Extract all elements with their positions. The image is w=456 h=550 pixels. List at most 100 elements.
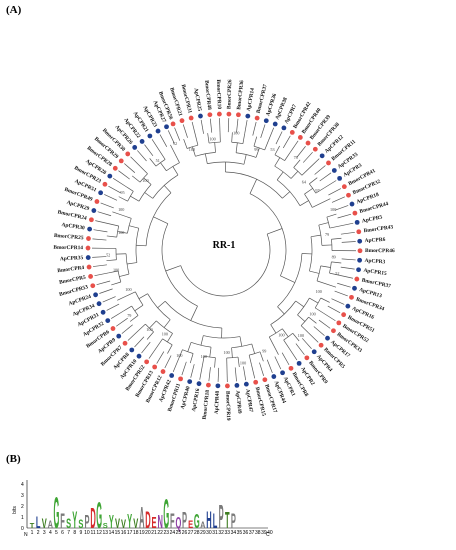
bmor-marker (112, 165, 118, 171)
logo-letter: E (188, 519, 193, 531)
position-tick: 22 (157, 530, 163, 536)
internal-branch (167, 344, 173, 354)
terminal-branch (151, 139, 160, 152)
leaf-label: ApCPR35 (60, 255, 84, 262)
terminal-branch (313, 326, 325, 336)
y-tick-label: 4 (21, 482, 24, 488)
bmor-marker (326, 160, 331, 166)
leaf-label: ApCPR48 (214, 390, 221, 414)
terminal-branch (243, 366, 247, 381)
bmor-marker (336, 320, 342, 326)
internal-branch (137, 323, 146, 332)
terminal-branch (341, 241, 356, 243)
position-tick: 32 (218, 530, 224, 536)
leaf-label: BmorCPR48 (203, 80, 212, 110)
ap-marker (357, 257, 363, 263)
bootstrap-label: 100 (240, 360, 246, 365)
internal-branch (310, 234, 321, 238)
internal-branch (134, 304, 144, 312)
internal-branch (167, 333, 173, 343)
bootstrap-label: 100 (209, 137, 215, 142)
bootstrap-label: 52 (106, 252, 110, 257)
logo-letter: S (78, 518, 83, 531)
bootstrap-label: 100 (162, 332, 168, 337)
bmor-marker (89, 217, 94, 223)
internal-branch (149, 158, 157, 167)
terminal-branch (96, 280, 111, 286)
bmor-marker (122, 340, 128, 346)
terminal-branch (318, 319, 331, 329)
internal-branch (235, 142, 238, 153)
terminal-branch (308, 158, 320, 169)
terminal-branch (302, 151, 313, 163)
logo-letter: Q (176, 514, 182, 532)
internal-branch (183, 138, 188, 149)
leaf-label: ApCPR3 (364, 258, 385, 266)
internal-branch (108, 223, 119, 227)
position-tick: 13 (102, 530, 108, 536)
internal-branch (299, 200, 309, 206)
internal-branch (108, 270, 119, 274)
terminal-branch (337, 213, 352, 219)
position-tick: 4 (49, 530, 52, 536)
logo-letter: L (213, 509, 218, 533)
bootstrap-label: 51 (156, 158, 160, 163)
logo-letter: S (66, 517, 71, 532)
position-tick: 19 (139, 530, 145, 536)
bmor-marker (341, 184, 347, 190)
internal-branch (144, 192, 153, 199)
internal-branch (172, 166, 179, 176)
terminal-branch (266, 359, 273, 373)
internal-branch (253, 136, 258, 147)
leaf-label: BmorCPR46 (365, 248, 395, 254)
bootstrap-label: 100 (201, 354, 207, 359)
internal-branch (231, 132, 233, 143)
internal-branch (119, 273, 130, 277)
logo-letter: A (139, 501, 144, 535)
logo-letter: T (225, 508, 230, 534)
position-tick: 17 (127, 530, 133, 536)
leaf-label: ApCPR49 (234, 390, 242, 414)
bootstrap-label: 100 (189, 147, 195, 152)
internal-branch (124, 185, 134, 192)
internal-branch (316, 280, 337, 288)
leaf-label: ApCPR29 (66, 200, 90, 213)
internal-branch (205, 153, 208, 164)
bootstrap-label: 100 (309, 311, 315, 316)
logo-letter: Y (72, 506, 77, 533)
internal-branch (268, 336, 279, 355)
internal-branch (320, 265, 331, 268)
internal-branch (280, 275, 296, 283)
internal-branch (320, 297, 330, 303)
terminal-branch (260, 124, 266, 138)
ap-marker (147, 133, 153, 139)
leaf-label: ApCPR16 (191, 388, 201, 412)
position-tick: 27 (188, 530, 194, 536)
internal-branch (146, 331, 154, 340)
terminal-branch (124, 163, 136, 173)
terminal-branch (340, 266, 355, 270)
logo-letter: A (48, 519, 54, 531)
terminal-branch (112, 177, 126, 187)
terminal-branch (148, 346, 158, 359)
tree-branches (92, 118, 356, 382)
logo-letter: V (121, 518, 126, 531)
ap-marker (132, 145, 138, 150)
ap-marker (129, 347, 135, 353)
bootstrap-label: 89 (332, 254, 336, 259)
bootstrap-label: 100 (176, 353, 182, 358)
terminal-branch (137, 150, 147, 162)
internal-branch (259, 351, 264, 362)
bmor-marker (160, 369, 166, 374)
internal-branch (295, 300, 305, 308)
bmor-marker (152, 364, 158, 370)
ap-marker (155, 128, 161, 134)
ap-marker (349, 201, 355, 207)
position-tick: 25 (176, 530, 182, 536)
position-tick: 5 (55, 530, 58, 536)
internal-branch (195, 135, 199, 146)
terminal-branch (259, 362, 264, 377)
terminal-branch (236, 118, 239, 133)
bmor-marker (356, 229, 362, 235)
internal-arc (180, 233, 271, 297)
